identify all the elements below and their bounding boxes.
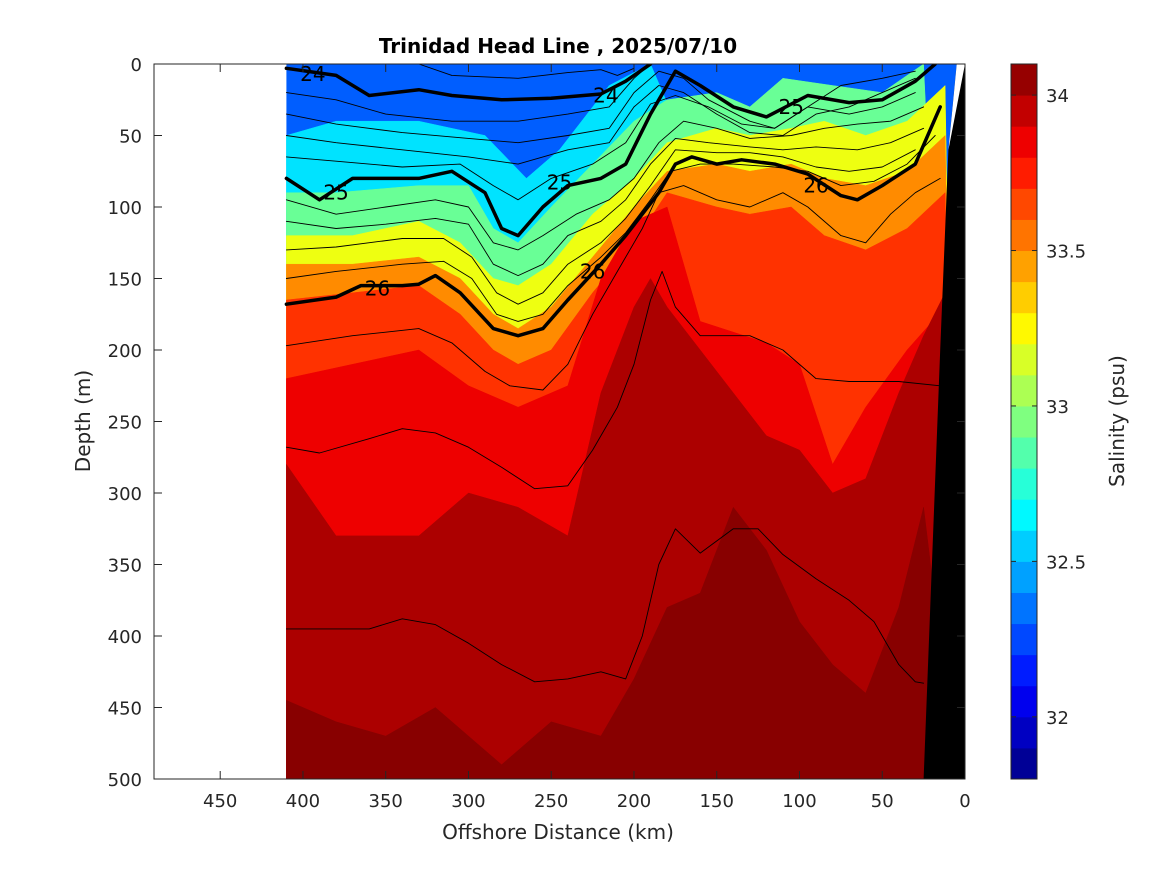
colorbar-segment-19 [1011,157,1037,189]
x-tick-label-5: 200 [617,791,651,812]
x-tick-label-8: 50 [871,791,894,812]
colorbar-segment-14 [1011,312,1037,345]
salinity-layer-7 [286,506,957,779]
colorbar-ticks: 32 32.5 33 33.5 34 [1011,86,1086,729]
y-tick-label-8: 400 [108,627,142,648]
sigma-contour-0 [284,64,653,102]
colorbar-segment-9 [1011,468,1037,500]
y-tick-label-4: 200 [108,341,142,362]
sigma-contour-11 [285,135,936,322]
y-tick-label-6: 300 [108,484,142,505]
colorbar-segment-16 [1011,250,1037,283]
colorbar: 32 32.5 33 33.5 34 Salinity (psu) [1010,63,1129,780]
contour-label-3: 25 [547,171,572,195]
colorbar-segment-0 [1011,747,1037,780]
y-axis-label: Depth (m) [71,370,95,472]
y-tick-label-5: 250 [108,413,142,434]
colorbar-segments [1011,64,1037,780]
y-tick-label-10: 500 [108,770,142,791]
colorbar-segment-3 [1011,654,1037,687]
sigma-theta-contours [284,64,942,684]
sigma-contour-8 [285,106,925,251]
contour-labels: 24 24 25 25 25 26 26 26 [300,62,829,301]
x-tick-label-3: 300 [451,791,485,812]
sigma-contour-6 [285,77,916,165]
colorbar-segment-21 [1011,95,1037,127]
coast-gap [948,64,965,150]
sigma-contour-1 [284,64,937,238]
y-tick-label-2: 100 [108,198,142,219]
colorbar-segment-17 [1011,219,1037,252]
salinity-fill-layers [286,64,957,779]
x-tick-label-2: 350 [369,791,403,812]
colorbar-tick-label-3: 33.5 [1046,242,1086,263]
sigma-contour-2 [284,105,942,338]
plot-area: 24 24 25 25 25 26 26 26 [154,62,965,779]
colorbar-tick-label-0: 32 [1046,708,1069,729]
colorbar-segment-4 [1011,623,1037,656]
colorbar-segment-18 [1011,188,1037,220]
y-tick-label-0: 0 [131,55,142,76]
sigma-contour-5 [285,70,916,144]
sigma-contour-13 [285,270,941,490]
colorbar-segment-2 [1011,685,1037,718]
colorbar-frame [1010,63,1038,780]
contour-label-0: 24 [300,62,325,86]
sigma-contour-7 [285,92,916,201]
colorbar-tick-label-2: 33 [1046,397,1069,418]
colorbar-segment-6 [1011,561,1037,593]
sigma-contour-14 [285,528,925,684]
bathymetry [923,64,965,779]
colorbar-segment-15 [1011,281,1037,314]
contour-label-2: 25 [323,181,348,205]
x-tick-label-9: 0 [959,791,970,812]
x-tick-label-0: 450 [203,791,237,812]
y-tick-label-9: 450 [108,699,142,720]
colorbar-segment-22 [1011,64,1037,96]
contour-label-1: 24 [593,83,618,107]
colorbar-tick-label-4: 34 [1046,86,1069,107]
colorbar-segment-13 [1011,343,1037,376]
colorbar-segment-11 [1011,405,1037,438]
contour-label-5: 26 [365,277,390,301]
colorbar-tick-label-1: 32.5 [1046,552,1086,573]
bathymetry-shape [923,64,965,779]
sigma-contour-4 [285,64,651,122]
contour-label-7: 26 [803,174,828,198]
y-tick-label-7: 350 [108,556,142,577]
contour-label-6: 26 [580,259,605,283]
colorbar-segment-5 [1011,592,1037,625]
x-tick-label-1: 400 [286,791,320,812]
y-tick-label-1: 50 [119,127,142,148]
x-axis-label: Offshore Distance (km) [442,820,674,844]
y-axis: 0 50 100 150 200 250 300 350 400 450 500 [108,55,965,791]
colorbar-segment-12 [1011,374,1037,407]
colorbar-segment-7 [1011,530,1037,562]
colorbar-segment-8 [1011,499,1037,531]
x-tick-label-4: 250 [534,791,568,812]
sigma-contour-9 [285,127,925,277]
y-tick-label-3: 150 [108,270,142,291]
x-tick-label-6: 150 [700,791,734,812]
colorbar-segment-1 [1011,716,1037,749]
colorbar-label: Salinity (psu) [1105,355,1129,487]
sigma-contour-3 [418,64,635,79]
x-tick-label-7: 100 [782,791,816,812]
colorbar-segment-10 [1011,437,1037,469]
chart-title: Trinidad Head Line , 2025/07/10 [379,34,737,58]
sigma-contour-10 [285,149,916,305]
sigma-contour-12 [285,177,941,391]
contour-label-4: 25 [778,95,803,119]
colorbar-segment-20 [1011,126,1037,158]
x-axis: 450 400 350 300 250 200 150 100 50 0 [203,64,971,812]
